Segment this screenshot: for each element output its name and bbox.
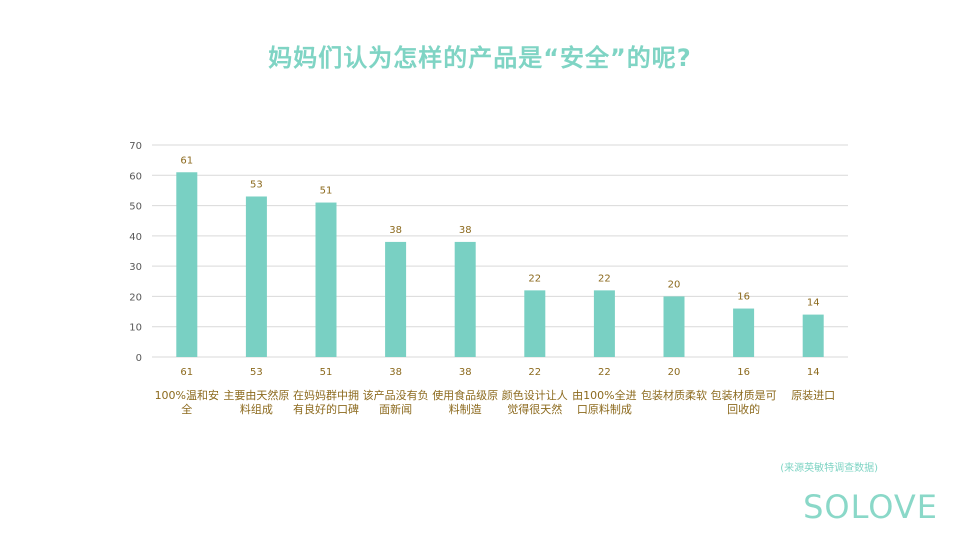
- y-tick-label: 70: [129, 141, 142, 152]
- y-tick-label: 10: [129, 323, 142, 334]
- page-title: 妈妈们认为怎样的产品是“安全”的呢?: [268, 44, 692, 72]
- source-note: (来源英敏特调查数据): [780, 463, 878, 474]
- table-value: 53: [250, 367, 263, 378]
- data-label: 14: [807, 298, 820, 309]
- y-tick-label: 60: [129, 171, 142, 182]
- y-tick-label: 50: [129, 202, 142, 213]
- category-label: 在妈妈群中拥有良好的口碑: [293, 389, 359, 416]
- bar: [454, 241, 476, 357]
- category-label: 该产品没有负面新闻: [362, 389, 429, 416]
- table-value: 61: [180, 367, 193, 378]
- table-value: 22: [528, 367, 541, 378]
- bar: [245, 196, 267, 357]
- y-tick-label: 30: [129, 262, 142, 273]
- bar: [802, 314, 824, 357]
- bar: [663, 296, 685, 357]
- data-label: 61: [180, 155, 193, 166]
- category-label: 包装材质是可回收的: [710, 389, 777, 416]
- data-label: 51: [320, 186, 333, 197]
- data-label: 38: [389, 225, 402, 236]
- bar: [733, 308, 755, 357]
- category-label: 原装进口: [791, 389, 836, 402]
- brand-logo: SOLOVE: [803, 488, 938, 526]
- data-label: 38: [459, 225, 472, 236]
- category-label: 主要由天然原料组成: [223, 389, 290, 416]
- table-value: 16: [737, 367, 750, 378]
- y-tick-label: 0: [136, 353, 142, 364]
- y-tick-label: 20: [129, 292, 142, 303]
- bar: [176, 172, 198, 357]
- table-value: 14: [807, 367, 820, 378]
- category-label: 包装材质柔软: [641, 389, 707, 402]
- data-label: 16: [737, 292, 750, 303]
- bar: [593, 290, 615, 357]
- data-label: 22: [528, 273, 541, 284]
- bar: [385, 241, 407, 357]
- category-label: 100%温和安全: [154, 389, 220, 416]
- table-value: 51: [320, 367, 333, 378]
- data-label: 22: [598, 273, 611, 284]
- table-value: 22: [598, 367, 611, 378]
- bar: [315, 202, 337, 357]
- table-value: 20: [668, 367, 681, 378]
- category-label: 使用食品级原料制造: [432, 389, 499, 416]
- table-value: 38: [389, 367, 402, 378]
- data-label: 53: [250, 179, 263, 190]
- y-tick-label: 40: [129, 232, 142, 243]
- data-label: 20: [668, 279, 681, 290]
- bar: [524, 290, 546, 357]
- table-value: 38: [459, 367, 472, 378]
- category-label: 由100%全进口原料制成: [572, 389, 637, 416]
- category-label: 颜色设计让人觉得很天然: [501, 389, 568, 416]
